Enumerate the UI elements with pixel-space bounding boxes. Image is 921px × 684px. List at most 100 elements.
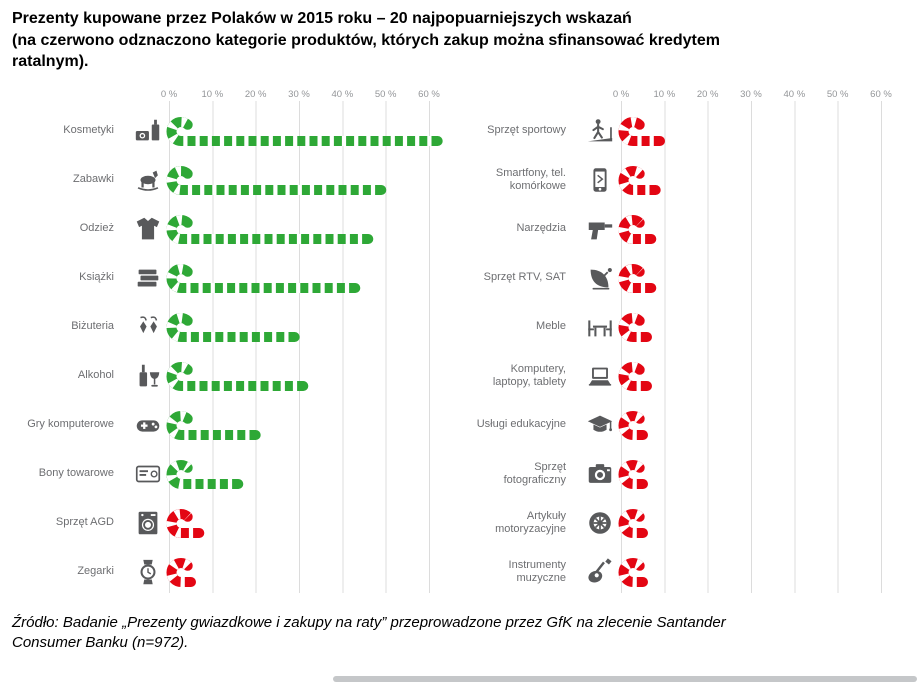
bar-cell	[618, 352, 894, 401]
category-label: Narzędzia	[516, 222, 566, 235]
chart-row: Sprzęt sportowy	[474, 107, 894, 156]
category-label: Sprzęt fotograficzny	[503, 460, 566, 487]
candy-cane-bar	[166, 410, 261, 440]
title-line-3: ratalnym).	[12, 53, 89, 71]
alcohol-icon	[127, 361, 169, 391]
category-label: Kosmetyki	[63, 124, 114, 137]
laptop-icon	[579, 361, 621, 391]
bar-cell	[166, 107, 443, 156]
source-line-1: Źródło: Badanie „Prezenty gwiazdkowe i z…	[12, 613, 726, 631]
cosmetics-icon	[127, 116, 169, 146]
bar-cell	[166, 450, 442, 499]
category-label: Bony towarowe	[38, 467, 114, 480]
bar-cell	[166, 499, 442, 548]
bar-cell	[166, 156, 442, 205]
chart-row: Komputery, laptopy, tablety	[474, 352, 894, 401]
category-label: Gry komputerowe	[27, 418, 114, 431]
category-label: Alkohol	[77, 369, 114, 382]
bar-cell	[166, 548, 442, 597]
axis-tick-label: 10 %	[201, 88, 224, 100]
smartphone-icon	[579, 165, 621, 195]
bar-cell	[166, 254, 442, 303]
candy-cane-bar	[166, 557, 196, 587]
chart-row: Sprzęt RTV, SAT	[474, 254, 894, 303]
rows: Kosmetyki Zabawki Odzież Książki Biżuteria Al…	[22, 100, 443, 597]
bar-cell	[618, 156, 894, 205]
title-line-1: Prezenty kupowane przez Polaków w 2015 r…	[12, 10, 632, 27]
candy-cane-bar	[166, 214, 374, 244]
candy-cane-bar	[166, 263, 361, 293]
candy-cane-bar	[166, 459, 244, 489]
category-label: Odzież	[79, 222, 114, 235]
category-label: Instrumenty muzyczne	[508, 558, 566, 585]
chart-row: Alkohol	[22, 352, 442, 401]
candy-cane-bar	[166, 312, 300, 342]
wheel-icon	[579, 508, 621, 538]
candy-cane-bar	[166, 116, 443, 146]
category-label: Meble	[536, 320, 566, 333]
bar-cell	[166, 303, 442, 352]
chart-row: Bony towarowe	[22, 450, 442, 499]
axis-tick-label: 0 %	[612, 88, 630, 100]
earrings-icon	[127, 312, 169, 342]
candy-cane-bar	[166, 165, 387, 195]
bar-cell	[618, 107, 894, 156]
books-icon	[127, 263, 169, 293]
axis-tick-label: 60 %	[418, 88, 440, 100]
bar-cell	[618, 450, 894, 499]
chart-row: Książki	[22, 254, 442, 303]
bar-cell	[166, 205, 442, 254]
bar-cell	[618, 499, 894, 548]
chart-row: Smartfony, tel. komórkowe	[474, 156, 894, 205]
camera-icon	[579, 459, 621, 489]
chart-row: Gry komputerowe	[22, 401, 442, 450]
category-label: Komputery, laptopy, tablety	[492, 362, 566, 389]
source-note: Źródło: Badanie „Prezenty gwiazdkowe i z…	[12, 613, 909, 654]
axis-tick-label: 40 %	[783, 88, 806, 100]
category-label: Sprzęt sportowy	[487, 124, 566, 137]
chart-row: Zegarki	[22, 548, 442, 597]
axis-tick-label: 20 %	[696, 88, 719, 100]
category-label: Zegarki	[77, 565, 114, 578]
horizontal-scrollbar-thumb[interactable]	[333, 676, 917, 682]
bar-cell	[618, 254, 894, 303]
chart-row: Odzież	[22, 205, 442, 254]
category-label: Książki	[79, 271, 114, 284]
bar-cell	[166, 352, 442, 401]
chart-row: Usługi edukacyjne	[474, 401, 894, 450]
bar-cell	[618, 205, 894, 254]
category-label: Zabawki	[73, 173, 114, 186]
gridlines	[169, 100, 430, 593]
rocking-horse-icon	[127, 165, 169, 195]
category-label: Smartfony, tel. komórkowe	[495, 166, 566, 193]
chart-row: Kosmetyki	[22, 107, 443, 156]
axis-tick-label: 30 %	[288, 88, 310, 100]
candy-cane-bar	[618, 165, 661, 195]
axis-ticks: 0 % 10 % 20 % 30 % 40 % 50 % 60 %	[474, 87, 894, 107]
chart-title: Prezenty kupowane przez Polaków w 2015 r…	[0, 0, 921, 73]
guitar-icon	[579, 557, 621, 587]
satellite-dish-icon	[579, 263, 621, 293]
axis-tick-label: 50 %	[826, 88, 849, 100]
category-label: Artykuły motoryzacyjne	[495, 509, 566, 536]
graduation-cap-icon	[579, 410, 621, 440]
source-line-2: Consumer Banku (n=972).	[12, 634, 189, 652]
candy-cane-bar	[618, 361, 652, 391]
candy-cane-bar	[618, 459, 648, 489]
category-label: Biżuteria	[71, 320, 114, 333]
rows: Sprzęt sportowy Smartfony, tel. komórkowe…	[474, 100, 894, 597]
chart-panel-right: 0 % 10 % 20 % 30 % 40 % 50 % 60 % Sprzęt sport…	[474, 87, 894, 597]
chart-row: Sprzęt AGD	[22, 499, 442, 548]
category-label: Sprzęt RTV, SAT	[483, 271, 566, 284]
chart-row: Biżuteria	[22, 303, 442, 352]
gift-card-icon	[127, 459, 169, 489]
candy-cane-bar	[618, 508, 648, 538]
candy-cane-bar	[166, 361, 309, 391]
charts-area: 0 % 10 % 20 % 30 % 40 % 50 % 60 % Kosmetyki Zab…	[0, 87, 921, 597]
chart-panel-left: 0 % 10 % 20 % 30 % 40 % 50 % 60 % Kosmetyki Zab…	[22, 87, 443, 597]
treadmill-icon	[579, 116, 621, 146]
candy-cane-bar	[618, 410, 648, 440]
axis-tick-label: 60 %	[870, 88, 892, 100]
axis-tick-label: 20 %	[244, 88, 267, 100]
